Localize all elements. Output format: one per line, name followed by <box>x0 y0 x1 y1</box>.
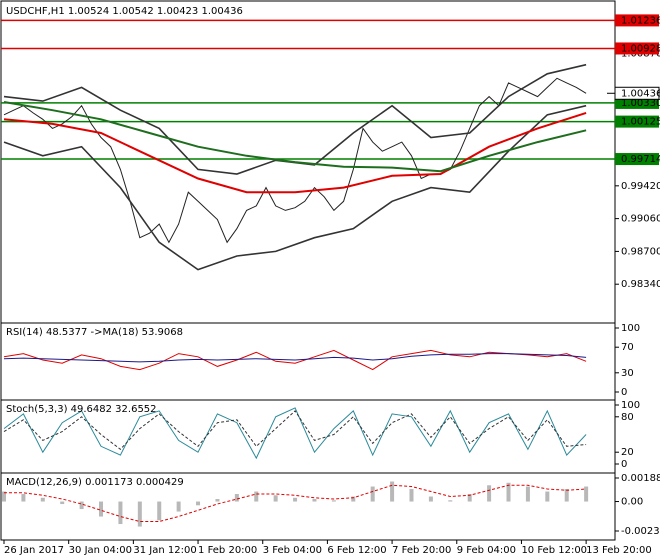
level-label: 1.00125 <box>621 117 660 128</box>
panel-title: USDCHF,H1 1.00524 1.00542 1.00423 1.0043… <box>6 6 243 17</box>
histogram-bar <box>293 497 298 502</box>
x-tick-label: 13 Feb 20:00 <box>586 545 652 556</box>
x-tick-label: 1 Feb 20:00 <box>198 545 257 556</box>
y-tick-label: 0.98340 <box>621 279 660 290</box>
y-tick-label: 70 <box>621 342 634 353</box>
histogram-bar <box>2 491 6 502</box>
series-line <box>3 407 587 460</box>
x-tick-label: 6 Feb 12:00 <box>327 545 386 556</box>
last-price-label: 1.00436 <box>621 88 660 99</box>
series-line <box>3 77 587 244</box>
last-price-tag <box>614 86 660 100</box>
series-line <box>3 353 587 363</box>
level-label: 1.00330 <box>621 98 660 109</box>
level-tag <box>615 42 659 55</box>
y-tick-label: 0.001882 <box>621 473 660 484</box>
series-line <box>4 484 587 522</box>
histogram-bar <box>234 494 239 502</box>
x-tick-label: 30 Jan 04:00 <box>69 545 132 556</box>
x-tick-label: 26 Jan 2017 <box>4 545 64 556</box>
x-tick-label: 3 Feb 04:00 <box>263 545 322 556</box>
level-tag <box>615 115 659 128</box>
x-tick-label: 9 Feb 04:00 <box>457 545 516 556</box>
y-tick-label: 80 <box>621 412 634 423</box>
series-line <box>3 101 587 173</box>
y-tick-label: 0.99420 <box>621 181 660 192</box>
histogram-bar <box>331 500 336 502</box>
level-tag <box>615 96 659 109</box>
series-line <box>3 410 587 450</box>
histogram-bar <box>545 491 550 502</box>
x-tick-label: 10 Feb 12:00 <box>521 545 587 556</box>
histogram-bar <box>312 499 317 502</box>
y-tick-label: 0.00 <box>621 497 643 508</box>
histogram-bar <box>21 494 26 502</box>
level-label: 1.00928 <box>621 43 660 54</box>
histogram-bar <box>60 501 65 505</box>
histogram-bar <box>79 501 84 510</box>
panel-title: RSI(14) 48.5377 ->MA(18) 53.9068 <box>6 327 183 338</box>
histogram-bar <box>564 489 569 502</box>
level-label: 1.01236 <box>621 15 660 26</box>
frame <box>0 0 616 541</box>
y-tick-label: 0.98700 <box>621 246 660 257</box>
panel-title: MACD(12,26,9) 0.001173 0.000429 <box>6 477 184 488</box>
histogram-bar <box>273 495 278 502</box>
histogram-bar <box>448 500 453 502</box>
histogram-bar <box>428 496 433 502</box>
y-tick-label: 30 <box>621 368 634 379</box>
histogram-bar <box>525 486 530 502</box>
histogram-bar <box>176 501 181 512</box>
level-tag <box>615 153 659 166</box>
x-tick-label: 7 Feb 20:00 <box>392 545 451 556</box>
series-line <box>3 104 587 271</box>
y-tick-label: 100 <box>621 400 640 411</box>
y-tick-label: -0.002356 <box>621 526 660 537</box>
histogram-bar <box>370 486 375 502</box>
y-tick-label: 20 <box>621 447 634 458</box>
panel-title: Stoch(5,3,3) 49.6482 32.6552 <box>6 404 157 415</box>
histogram-bar <box>467 494 472 502</box>
level-tag <box>615 14 659 27</box>
histogram-bar <box>118 501 123 525</box>
x-tick-label: 31 Jan 12:00 <box>133 545 196 556</box>
y-tick-label: 0.99060 <box>621 214 660 225</box>
histogram-bar <box>584 486 589 502</box>
histogram-bar <box>99 501 104 517</box>
histogram-bar <box>196 501 201 506</box>
histogram-bar <box>409 489 414 502</box>
histogram-bar <box>390 481 395 502</box>
series-line <box>3 349 587 371</box>
level-label: 0.99714 <box>621 154 660 165</box>
histogram-bar <box>351 496 356 502</box>
histogram-bar <box>137 501 142 527</box>
y-tick-label: 0 <box>621 459 627 470</box>
histogram-bar <box>215 499 220 502</box>
histogram-bar <box>40 497 45 502</box>
histogram-bar <box>487 485 492 502</box>
series-line <box>3 111 587 194</box>
histogram-bar <box>254 491 259 502</box>
histogram-bar <box>157 501 162 521</box>
y-tick-label: 100 <box>621 323 640 334</box>
histogram-bar <box>506 482 511 502</box>
y-tick-label: 0 <box>621 387 627 398</box>
